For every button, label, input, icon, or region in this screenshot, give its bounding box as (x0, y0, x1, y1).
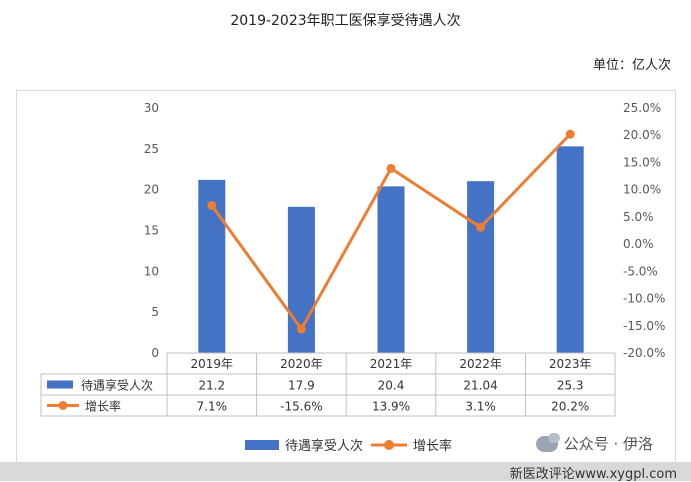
data-label: 20.4 (378, 379, 405, 393)
line-point (476, 222, 486, 232)
x-tick-label: 2020年 (280, 357, 323, 371)
chart-title: 2019-2023年职工医保享受待遇人次 (230, 13, 461, 29)
data-label: 25.3 (557, 379, 584, 393)
combo-chart: 30 25 20 15 10 5 0 25.0% 20.0% 15.0% 10.0% 5.0% 0.0%… (40, 101, 665, 454)
y-right-tick-label: 25.0% (623, 101, 661, 115)
bar (556, 146, 584, 353)
table-row-header: 增长率 (85, 399, 121, 414)
footer-bar: 新医改评论www.xygpl.com (0, 462, 691, 482)
wechat-icon (535, 432, 560, 452)
x-tick-label: 2022年 (459, 357, 502, 371)
y-left-tick-label: 10 (144, 264, 159, 278)
y-right-tick-label: -5.0% (623, 264, 658, 278)
footer-site-text: 新医改评论www.xygpl.com (509, 467, 677, 482)
y-right-tick-label: 20.0% (623, 128, 661, 142)
y-right-tick-label: -15.0% (623, 319, 665, 333)
y-right-tick-label: 5.0% (623, 210, 654, 224)
legend-label: 待遇享受人次 (285, 438, 363, 454)
legend-label: 增长率 (413, 438, 452, 454)
line-point (565, 129, 575, 139)
data-label: 20.2% (551, 400, 589, 414)
y-left-tick-label: 15 (144, 224, 159, 238)
y-right-tick-label: 10.0% (623, 183, 661, 197)
y-left-tick-label: 25 (144, 142, 159, 156)
y-left-tick-label: 20 (144, 183, 159, 197)
data-label: -15.6% (280, 400, 322, 414)
line-point (296, 324, 306, 334)
x-tick-label: 2019年 (191, 357, 234, 371)
line-point (386, 163, 396, 173)
data-label: 13.9% (372, 400, 410, 414)
y-left-tick-label: 30 (144, 101, 159, 115)
data-label: 7.1% (197, 400, 228, 414)
legend-bar-key (245, 440, 279, 450)
data-label: 21.2 (198, 379, 225, 393)
watermark: 公众号 · 伊洛 (535, 432, 653, 454)
table-legend-bar-key (47, 380, 73, 389)
chart-panel: 30 25 20 15 10 5 0 25.0% 20.0% 15.0% 10.0% 5.0% 0.0%… (16, 90, 676, 466)
x-tick-label: 2023年 (549, 357, 592, 371)
table-legend-line-marker (58, 401, 68, 410)
bar (377, 186, 405, 353)
unit-label: 单位：亿人次 (592, 58, 671, 73)
legend-line-marker (384, 440, 394, 450)
y-right-tick-label: 15.0% (623, 155, 661, 169)
x-tick-label: 2021年 (370, 357, 413, 371)
y-left-tick-label: 5 (151, 305, 159, 319)
y-right-tick-label: -20.0% (623, 346, 665, 360)
table-row-header: 待遇享受人次 (81, 378, 153, 393)
bar (467, 181, 495, 353)
data-label: 17.9 (288, 379, 315, 393)
y-left-tick-label: 0 (151, 346, 159, 360)
y-right-tick-label: -10.0% (623, 292, 665, 306)
y-right-tick-label: 0.0% (623, 237, 654, 251)
data-label: 3.1% (465, 400, 496, 414)
line-point (207, 200, 217, 210)
watermark-text: 公众号 · 伊洛 (563, 435, 653, 453)
data-label: 21.04 (463, 379, 497, 393)
